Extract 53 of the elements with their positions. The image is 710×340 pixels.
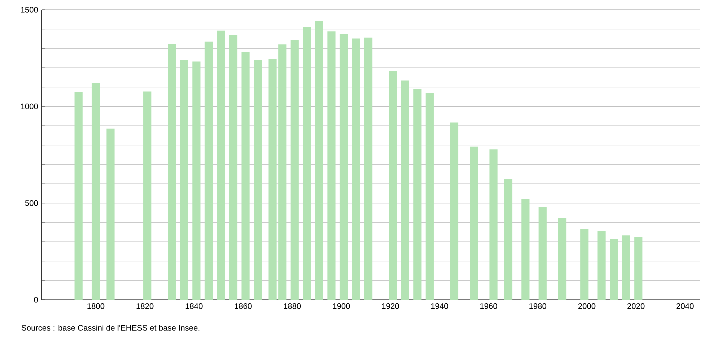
x-tick-label: 1940 <box>431 304 448 310</box>
bar <box>504 179 513 300</box>
y-tick-label: 500 <box>25 200 38 206</box>
x-tick-label: 1900 <box>333 304 350 310</box>
x-tick-label: 1840 <box>186 304 203 310</box>
bar <box>364 38 373 300</box>
x-tick-label: 1960 <box>480 304 498 310</box>
bar <box>450 122 459 300</box>
bar <box>340 34 348 300</box>
y-tick-label: 1000 <box>21 104 38 110</box>
x-tick-label: 1860 <box>235 304 252 310</box>
bar <box>414 89 422 300</box>
x-tick-label: 1880 <box>284 304 302 310</box>
bar <box>634 236 643 300</box>
bar <box>180 60 188 300</box>
bar <box>106 128 115 300</box>
bar <box>558 218 567 300</box>
bar <box>303 27 312 300</box>
bar <box>315 21 324 300</box>
bar <box>92 83 100 300</box>
bar <box>598 231 606 300</box>
bar <box>401 80 410 300</box>
bar <box>242 52 250 300</box>
x-tick-label: 2000 <box>578 304 596 310</box>
bar <box>229 34 238 300</box>
bar <box>622 236 630 300</box>
bar <box>470 146 478 300</box>
x-tick-label: 1800 <box>88 304 105 310</box>
x-tick-label: 2040 <box>676 304 694 310</box>
bar <box>74 92 83 300</box>
bar <box>144 92 152 300</box>
y-tick-label: 0 <box>34 297 38 303</box>
bar <box>580 229 589 300</box>
bar <box>192 62 201 300</box>
bar <box>217 30 226 300</box>
bar <box>610 239 618 300</box>
source-note: Sources : base Cassini de l'EHESS et base Insee. <box>22 325 200 331</box>
x-tick-label: 1920 <box>382 304 400 310</box>
bar <box>352 38 360 300</box>
bar <box>522 199 530 300</box>
bar <box>426 93 434 300</box>
x-tick-label: 1980 <box>530 304 547 310</box>
bar <box>204 42 214 300</box>
y-tick-label: 1500 <box>21 7 38 13</box>
bar <box>290 40 299 300</box>
bar <box>254 60 262 300</box>
bar <box>328 32 336 300</box>
x-tick-label: 1820 <box>136 304 154 310</box>
bar <box>538 207 547 300</box>
bar <box>389 71 398 300</box>
bar <box>168 44 176 300</box>
bar <box>490 150 498 300</box>
x-tick-label: 2020 <box>628 304 645 310</box>
